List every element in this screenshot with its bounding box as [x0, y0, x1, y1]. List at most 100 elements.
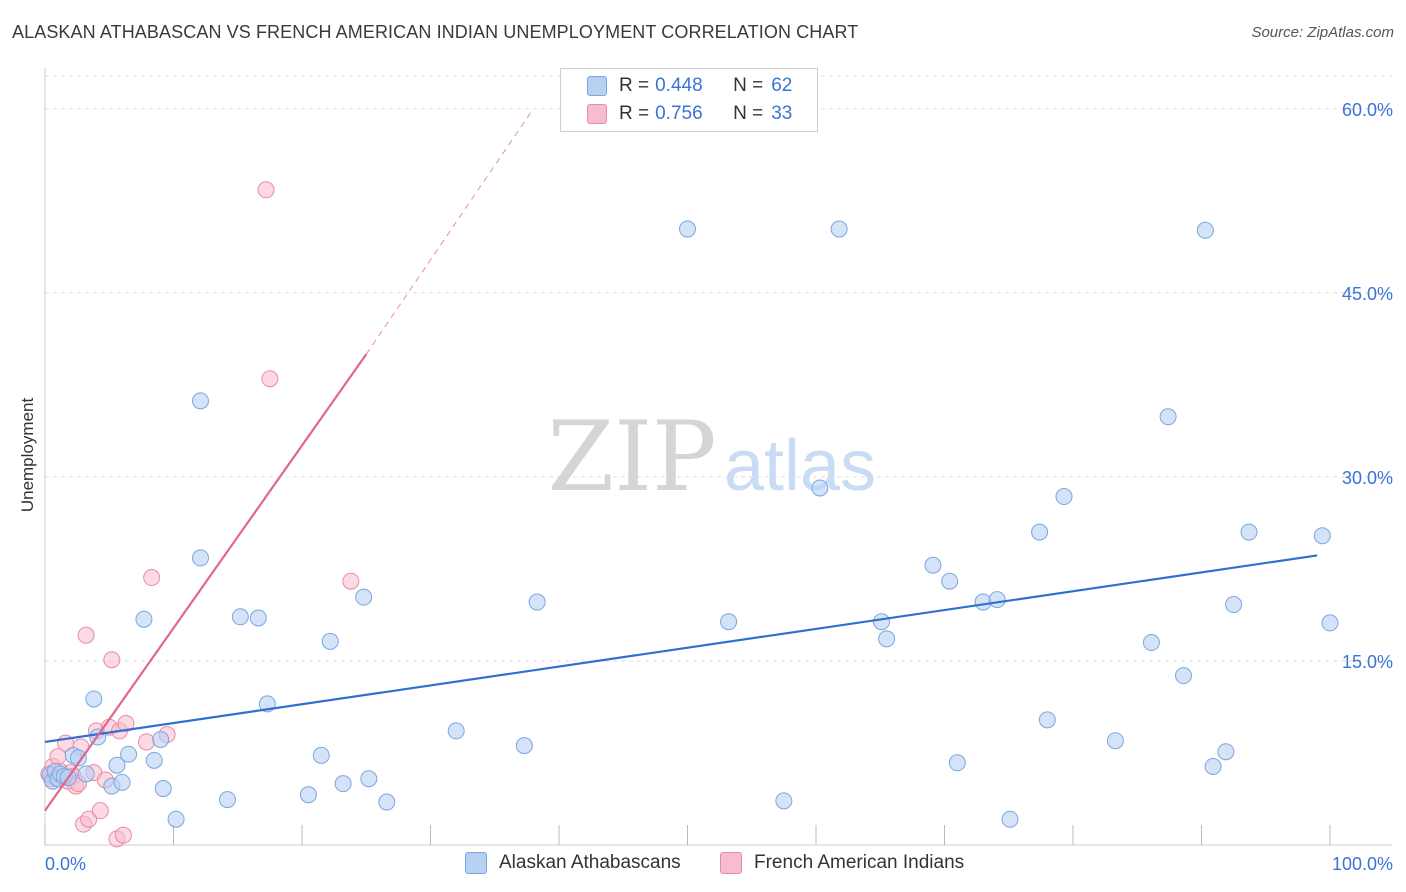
data-point-athabascan	[1031, 523, 1049, 541]
data-point-french	[261, 370, 279, 388]
source-credit: Source: ZipAtlas.com	[1251, 24, 1394, 41]
data-point-athabascan	[1038, 711, 1056, 729]
data-point-athabascan	[528, 593, 546, 611]
legend-swatch-blue	[587, 76, 607, 96]
x-tick-label-min: 0.0%	[45, 854, 86, 874]
bottom-legend-label: French American Indians	[754, 852, 965, 873]
legend-n-value: 62	[771, 75, 793, 96]
data-point-athabascan	[941, 572, 959, 590]
data-point-athabascan	[145, 751, 163, 769]
data-point-athabascan	[191, 549, 209, 567]
data-point-french	[138, 733, 156, 751]
legend-n-label: N =	[733, 103, 764, 124]
data-point-athabascan	[1321, 614, 1339, 632]
data-point-athabascan	[360, 770, 378, 788]
data-point-athabascan	[1240, 523, 1258, 541]
data-point-athabascan	[218, 791, 236, 809]
data-point-french	[117, 715, 135, 733]
legend-n-label: N =	[733, 75, 764, 96]
data-point-athabascan	[152, 730, 170, 748]
data-point-athabascan	[191, 392, 209, 410]
data-point-athabascan	[811, 479, 829, 497]
trend-extension-french	[365, 108, 534, 355]
data-point-athabascan	[1159, 408, 1177, 426]
data-point-athabascan	[1204, 757, 1222, 775]
legend-r-value: 0.448	[655, 75, 703, 96]
data-point-athabascan	[1225, 596, 1243, 614]
data-point-athabascan	[85, 690, 103, 708]
data-point-athabascan	[231, 608, 249, 626]
data-point-athabascan	[679, 220, 696, 238]
data-point-french	[77, 626, 95, 644]
data-point-athabascan	[69, 749, 87, 767]
data-point-athabascan	[108, 756, 126, 774]
data-point-athabascan	[974, 593, 992, 611]
bottom-legend-french: French American Indians	[720, 852, 964, 874]
data-point-athabascan	[334, 775, 352, 793]
data-point-athabascan	[77, 765, 95, 783]
legend-r-label: R =	[619, 75, 650, 96]
legend-swatch-pink	[587, 104, 607, 124]
data-point-athabascan	[1313, 527, 1331, 545]
legend-row-athabascans: R = 0.448 N = 62	[587, 73, 792, 99]
data-point-athabascan	[249, 609, 267, 627]
data-point-athabascan	[873, 613, 891, 631]
data-point-athabascan	[948, 754, 966, 772]
watermark-atlas: atlas	[724, 426, 876, 506]
data-point-athabascan	[378, 793, 396, 811]
data-point-athabascan	[515, 737, 533, 755]
data-point-athabascan	[312, 746, 330, 764]
data-point-athabascan	[154, 780, 172, 798]
bottom-legend-athabascans: Alaskan Athabascans	[465, 852, 681, 874]
data-point-french	[342, 572, 360, 590]
correlation-legend: R = 0.448 N = 62 R = 0.756 N = 33	[560, 68, 818, 132]
data-point-french	[91, 802, 109, 820]
y-tick-label: 15.0%	[1342, 652, 1393, 672]
data-point-athabascan	[1001, 810, 1019, 828]
data-point-athabascan	[1217, 743, 1235, 761]
data-point-athabascan	[120, 745, 138, 763]
data-point-athabascan	[1055, 488, 1073, 506]
data-point-french	[143, 569, 161, 587]
trend-line-french	[44, 353, 368, 812]
y-tick-label: 45.0%	[1342, 284, 1393, 304]
data-point-athabascan	[113, 773, 131, 791]
series-alaskan-athabascans	[41, 220, 1339, 828]
data-point-athabascan	[720, 613, 738, 631]
data-point-french	[80, 810, 98, 828]
data-point-athabascan	[988, 591, 1006, 609]
x-tick-label-max: 100.0%	[1332, 854, 1393, 874]
data-point-french	[257, 181, 275, 199]
data-point-athabascan	[1175, 667, 1193, 685]
data-point-athabascan	[321, 632, 339, 650]
trend-line-athabascans	[44, 554, 1318, 744]
watermark-zip: ZIP	[547, 401, 716, 513]
y-tick-label: 30.0%	[1342, 468, 1393, 488]
legend-r-value: 0.756	[655, 103, 703, 124]
data-point-athabascan	[355, 588, 373, 606]
data-point-french	[103, 651, 121, 669]
data-point-athabascan	[924, 556, 942, 574]
axes	[44, 68, 1392, 846]
legend-n-value: 33	[771, 103, 793, 124]
data-point-athabascan	[1106, 732, 1124, 750]
data-point-french	[114, 826, 132, 844]
chart-title: ALASKAN ATHABASCAN VS FRENCH AMERICAN IN…	[12, 22, 859, 42]
y-tick-label: 60.0%	[1342, 100, 1393, 120]
bottom-legend-swatch-pink	[720, 852, 742, 874]
bottom-legend-label: Alaskan Athabascans	[499, 852, 681, 873]
watermark: ZIP atlas	[547, 401, 876, 513]
legend-r-label: R =	[619, 103, 650, 124]
data-point-athabascan	[447, 722, 465, 740]
trend-lines	[44, 108, 1318, 812]
data-point-athabascan	[167, 810, 185, 828]
data-point-athabascan	[1196, 221, 1214, 239]
data-point-athabascan	[830, 220, 848, 238]
data-point-athabascan	[135, 610, 153, 628]
data-point-athabascan	[299, 786, 317, 804]
legend-row-french: R = 0.756 N = 33	[587, 101, 792, 127]
data-point-athabascan	[1142, 634, 1160, 652]
data-point-athabascan	[878, 630, 896, 648]
tick-labels: 15.0% 30.0% 45.0% 60.0% 0.0% 100.0%	[45, 100, 1393, 874]
